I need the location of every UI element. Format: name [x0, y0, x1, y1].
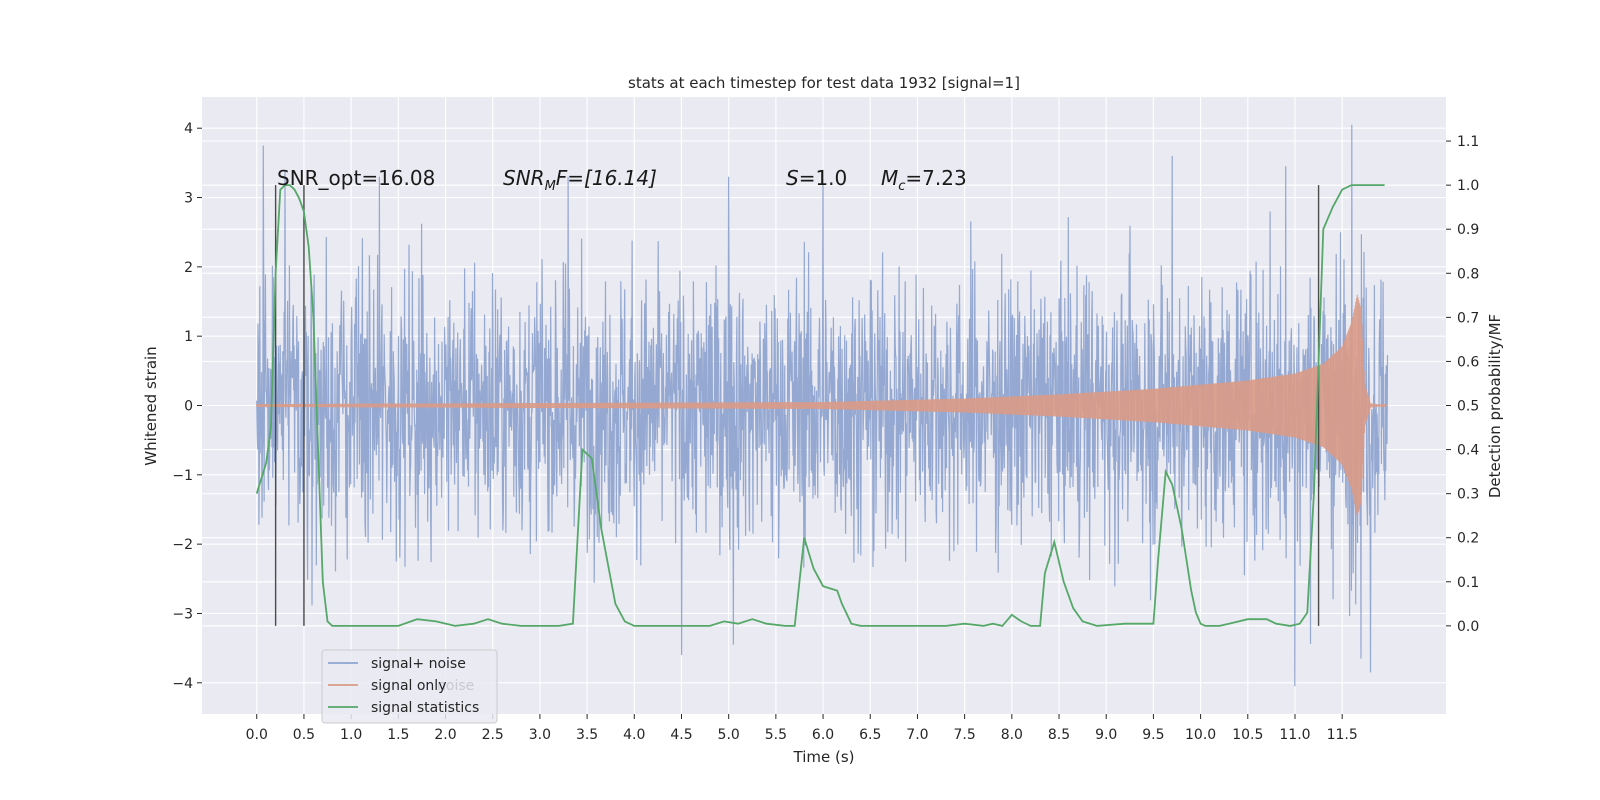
x-tick-label: 1.0	[340, 727, 362, 743]
y2-tick-label: 0.1	[1457, 575, 1479, 591]
x-tick-label: 10.5	[1232, 727, 1263, 743]
y2-tick-label: 0.2	[1457, 531, 1479, 547]
y-tick-label: 3	[184, 191, 193, 207]
y2-tick-label: 0.5	[1457, 399, 1479, 415]
x-tick-label: 6.0	[812, 727, 834, 743]
x-tick-label: 8.5	[1048, 727, 1070, 743]
y-tick-label: −1	[172, 468, 193, 484]
x-tick-label: 6.5	[859, 727, 881, 743]
annotation-mc-var: M	[881, 166, 898, 190]
x-tick-label: 9.0	[1095, 727, 1117, 743]
x-tick-label: 0.5	[293, 727, 315, 743]
annotation-snr-mf-var: SNR	[503, 166, 545, 190]
annotation-s-value: =1.0	[799, 166, 848, 190]
y2-tick-label: 0.3	[1457, 487, 1479, 503]
annotation-mc-sub: c	[898, 179, 905, 194]
legend-label-signal-statistics: signal statistics	[371, 700, 479, 716]
y-tick-label: 0	[184, 399, 193, 415]
x-tick-label: 1.5	[387, 727, 409, 743]
y2-tick-label: 0.7	[1457, 310, 1479, 326]
x-tick-label: 2.5	[482, 727, 504, 743]
x-tick-label: 2.0	[434, 727, 456, 743]
x-tick-label: 8.0	[1001, 727, 1023, 743]
x-tick-label: 7.5	[954, 727, 976, 743]
y2-tick-label: 0.6	[1457, 354, 1479, 370]
annotation-mc: Mc=7.23	[881, 166, 967, 194]
x-tick-label: 9.5	[1142, 727, 1164, 743]
y2-tick-label: 0.9	[1457, 222, 1479, 238]
legend: noise signal+ noise signal only signal s…	[321, 649, 498, 724]
x-tick-label: 4.0	[623, 727, 645, 743]
data-layer	[255, 124, 1389, 687]
series-line-signal-noise	[256, 124, 1389, 687]
chart-title: stats at each timestep for test data 193…	[628, 74, 1020, 92]
annotation-s-var: S	[786, 166, 799, 190]
x-tick-label: 0.0	[246, 727, 268, 743]
legend-ghost-label: noise	[437, 678, 474, 694]
legend-label-signal-only: signal only	[371, 678, 446, 694]
y2-tick-label: 1.1	[1457, 134, 1479, 150]
y-tick-label: −3	[172, 606, 193, 622]
x-tick-label: 11.0	[1279, 727, 1310, 743]
series-line-signal-only	[256, 294, 1388, 515]
y2-axis-label: Detection probability/MF	[1486, 314, 1504, 498]
y-tick-label: 2	[184, 260, 193, 276]
axis-ticks: 0.0 0.5 1.0 1.5 2.0 2.5 3.0 3.5 4.0 4.5 5.0 5.5 6.0 6…	[172, 121, 1479, 743]
annotation-snr-opt: SNR_opt=16.08	[277, 166, 435, 190]
annotations: SNR_opt=16.08 SNRMF=[16.14] S=1.0 Mc=7.2…	[277, 166, 967, 194]
annotation-snr-mf: SNRMF=[16.14]	[503, 166, 657, 194]
x-tick-label: 10.0	[1185, 727, 1216, 743]
x-tick-label: 5.5	[765, 727, 787, 743]
x-tick-label: 11.5	[1327, 727, 1358, 743]
annotation-snr-mf-sub: M	[545, 179, 556, 194]
y-tick-label: 1	[184, 329, 193, 345]
y-tick-label: −2	[172, 537, 193, 553]
x-tick-label: 3.5	[576, 727, 598, 743]
x-tick-label: 3.0	[529, 727, 551, 743]
y2-tick-label: 0.8	[1457, 266, 1479, 282]
x-tick-label: 5.0	[718, 727, 740, 743]
annotation-mc-value: =7.23	[905, 166, 966, 190]
x-axis-label: Time (s)	[793, 748, 855, 766]
annotation-snr-mf-tail: F=[16.14]	[556, 166, 657, 190]
y-tick-label: 4	[184, 121, 193, 137]
y2-tick-label: 0.0	[1457, 619, 1479, 635]
x-tick-label: 7.0	[906, 727, 928, 743]
y-tick-label: −4	[172, 676, 193, 692]
y-axis-label: Whitened strain	[142, 346, 160, 465]
x-tick-label: 4.5	[670, 727, 692, 743]
series-line-signal-statistics	[255, 184, 1385, 627]
y2-tick-label: 0.4	[1457, 443, 1479, 459]
legend-label-signal-noise: signal+ noise	[371, 656, 466, 672]
annotation-s: S=1.0	[786, 166, 847, 190]
y2-tick-label: 1.0	[1457, 178, 1479, 194]
legend-box	[321, 649, 498, 724]
